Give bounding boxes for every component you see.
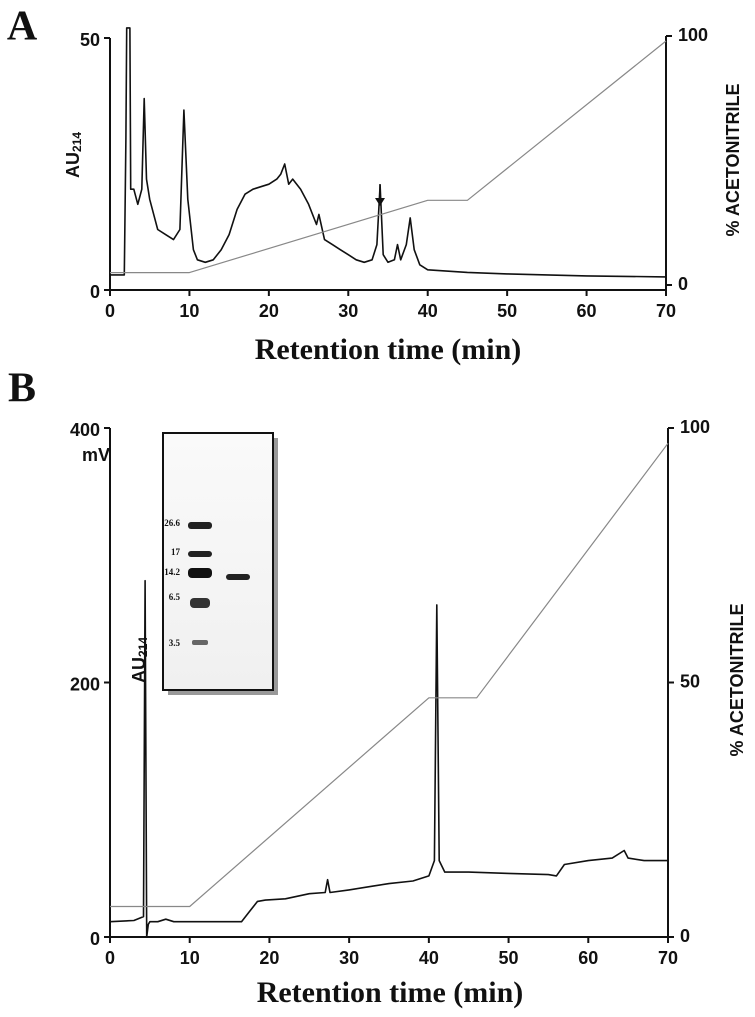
- gel-marker-label: 6.5: [169, 592, 181, 602]
- y2-axis-title: % ACETONITRILE: [727, 603, 747, 756]
- y-axis-title-main: AU: [63, 152, 83, 178]
- x-axis-title: Retention time (min): [257, 976, 524, 1009]
- y2-axis-title: % ACETONITRILE: [723, 83, 743, 236]
- gel-marker-label: 17: [171, 547, 181, 557]
- x-tick-label: 70: [658, 948, 678, 968]
- y2-tick-label: 50: [680, 671, 700, 691]
- x-tick-label: 0: [105, 948, 115, 968]
- gradient-line: [110, 40, 667, 274]
- y-tick-label: 0: [90, 929, 100, 949]
- x-tick-label: 20: [259, 301, 279, 321]
- x-tick-label: 60: [578, 948, 598, 968]
- gel-inset: [162, 432, 278, 695]
- x-tick-label: 10: [179, 301, 199, 321]
- chromatogram-trace: [110, 27, 667, 278]
- y2-tick-label: 100: [678, 25, 708, 45]
- gel-marker-label: 26.6: [164, 518, 180, 528]
- y-tick-label: 400: [70, 420, 100, 440]
- x-tick-label: 30: [339, 948, 359, 968]
- panel-label: A: [7, 4, 38, 50]
- x-tick-label: 50: [497, 301, 517, 321]
- y-axis-title: AU214: [129, 637, 150, 683]
- x-tick-label: 40: [418, 301, 438, 321]
- x-tick-label: 30: [338, 301, 358, 321]
- x-tick-label: 60: [577, 301, 597, 321]
- x-tick-label: 0: [105, 301, 115, 321]
- chromatogram-trace: [109, 579, 668, 938]
- x-tick-label: 40: [419, 948, 439, 968]
- y2-tick-label: 100: [680, 417, 710, 437]
- y-tick-label: 50: [80, 30, 100, 50]
- y-tick-label: 0: [90, 282, 100, 302]
- y-axis-title-main: AU: [129, 657, 149, 683]
- x-tick-label: 70: [656, 301, 676, 321]
- y-tick-label: 200: [70, 674, 100, 694]
- gradient-line: [110, 442, 669, 908]
- x-tick-label: 10: [180, 948, 200, 968]
- x-tick-label: 20: [259, 948, 279, 968]
- y-unit: mV: [82, 445, 110, 465]
- y-axis-title-subscript: 214: [136, 637, 150, 657]
- panel-label: B: [8, 366, 36, 412]
- y-axis-title-subscript: 214: [70, 132, 84, 152]
- x-axis-title: Retention time (min): [255, 333, 522, 366]
- y2-tick-label: 0: [678, 274, 688, 294]
- gel-marker-label: 14.2: [164, 567, 180, 577]
- y-axis-title: AU214: [63, 132, 84, 178]
- x-tick-label: 50: [499, 948, 519, 968]
- y2-tick-label: 0: [680, 926, 690, 946]
- gel-marker-label: 3.5: [169, 638, 181, 648]
